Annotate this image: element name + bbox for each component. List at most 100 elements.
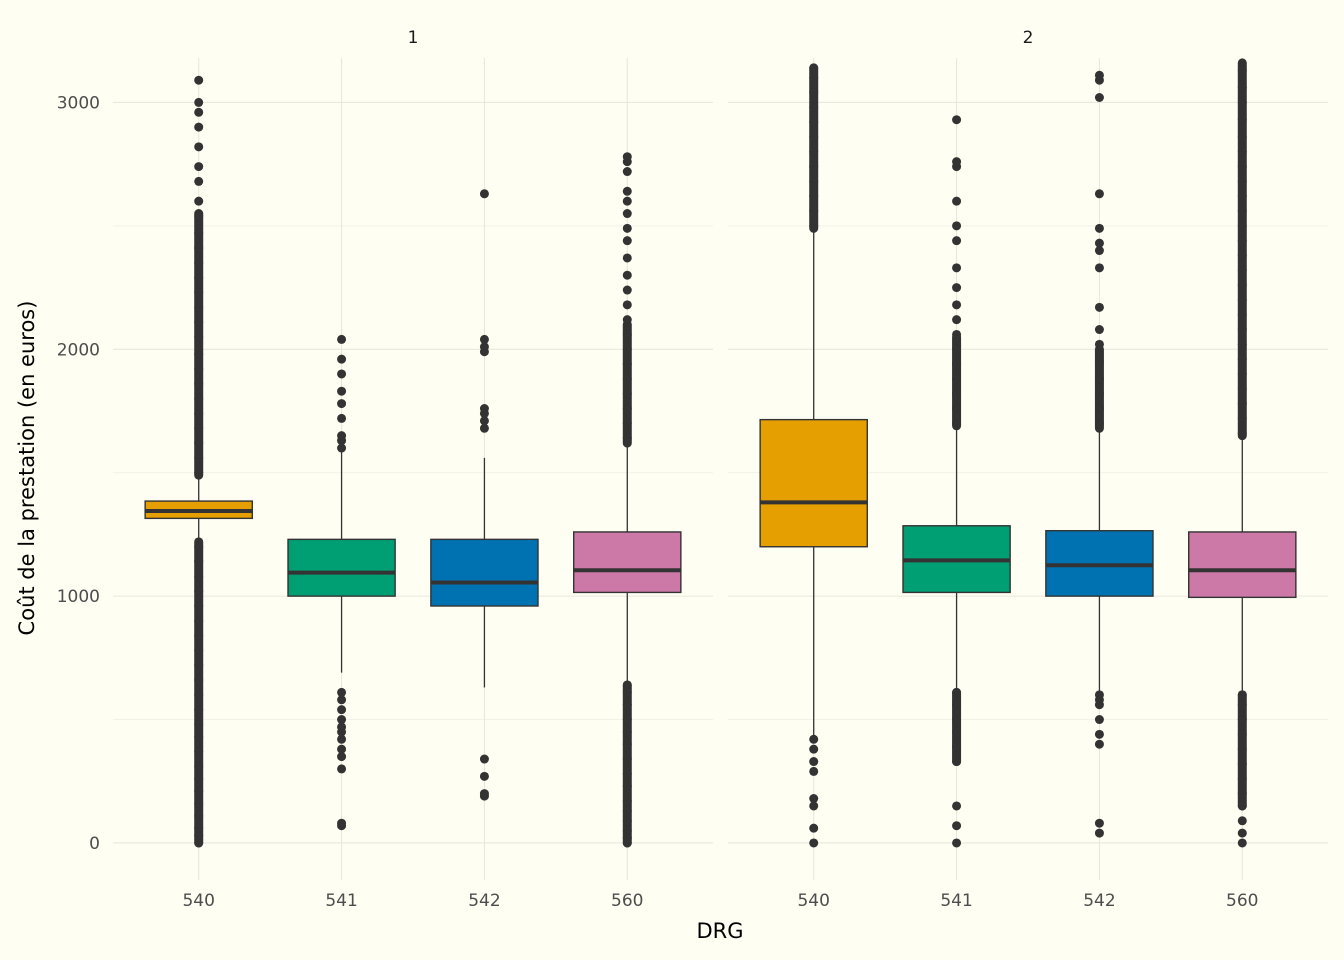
outlier-point [194, 211, 204, 221]
outlier-point [1094, 715, 1104, 725]
outlier-point [1237, 715, 1247, 725]
outlier-point [622, 374, 632, 384]
outlier-point [809, 176, 819, 186]
box-group [1045, 70, 1154, 838]
outlier-point [622, 300, 632, 310]
outlier-point [622, 285, 632, 295]
outlier-point [1237, 115, 1247, 125]
outlier-point [337, 687, 347, 697]
outlier-point [1237, 729, 1247, 739]
outlier-point [1237, 774, 1247, 784]
outlier-point [622, 196, 632, 206]
box-group [287, 334, 396, 831]
outlier-point [479, 189, 489, 199]
outlier-point [194, 719, 204, 729]
outlier-point [337, 334, 347, 344]
outlier-point [194, 302, 204, 312]
outlier-point [194, 747, 204, 757]
outlier-point [194, 645, 204, 655]
outlier-point [1237, 310, 1247, 320]
outlier-point [1237, 369, 1247, 379]
outlier-point [1237, 801, 1247, 811]
outlier-point [479, 771, 489, 781]
outlier-point [194, 557, 204, 567]
outlier-point [952, 315, 962, 325]
outlier-point [952, 196, 962, 206]
outlier-point [622, 253, 632, 263]
outlier-point [809, 838, 819, 848]
outlier-point [952, 727, 962, 737]
outlier-point [1094, 374, 1104, 384]
outlier-point [622, 186, 632, 196]
outlier-point [952, 236, 962, 246]
outlier-point [337, 734, 347, 744]
outlier-point [622, 687, 632, 697]
outlier-point [479, 423, 489, 433]
outlier-point [194, 75, 204, 85]
box-group [430, 189, 539, 801]
outlier-point [622, 806, 632, 816]
outlier-point [952, 700, 962, 710]
outlier-point [1094, 389, 1104, 399]
outlier-point [1237, 250, 1247, 260]
outlier-point [194, 288, 204, 298]
outlier-point [194, 831, 204, 841]
box-group [144, 75, 253, 848]
outlier-point [809, 757, 819, 767]
outlier-point [622, 389, 632, 399]
outlier-point [952, 757, 962, 767]
outlier-point [1094, 828, 1104, 838]
outlier-point [1237, 83, 1247, 93]
x-tick-label: 560 [611, 891, 643, 911]
outlier-point [622, 781, 632, 791]
outlier-point [194, 196, 204, 206]
y-axis-title: Coût de la prestation (en euros) [15, 301, 39, 636]
outlier-point [194, 142, 204, 152]
outlier-point [1094, 357, 1104, 367]
outlier-point [337, 752, 347, 762]
x-tick-label: 542 [468, 891, 500, 911]
outlier-point [809, 88, 819, 98]
outlier-point [194, 616, 204, 626]
outlier-point [337, 386, 347, 396]
outlier-point [809, 191, 819, 201]
outlier-point [1237, 280, 1247, 290]
outlier-point [194, 774, 204, 784]
outlier-point [194, 798, 204, 808]
outlier-point [337, 715, 347, 725]
outlier-point [194, 453, 204, 463]
outlier-point [952, 418, 962, 428]
outlier-point [194, 349, 204, 359]
gridlines [113, 58, 1328, 880]
outlier-point [809, 117, 819, 127]
x-tick-label: 540 [797, 891, 829, 911]
outlier-point [1094, 223, 1104, 233]
outlier-cluster [622, 320, 632, 448]
outlier-point [1094, 418, 1104, 428]
outlier-point [337, 744, 347, 754]
box-iqr [1188, 531, 1297, 599]
outlier-point [622, 700, 632, 710]
outlier-point [952, 801, 962, 811]
outlier-point [1094, 70, 1104, 80]
outlier-point [479, 334, 489, 344]
outlier-point [194, 705, 204, 715]
outlier-point [1094, 404, 1104, 414]
outlier-point [622, 816, 632, 826]
outlier-point [952, 221, 962, 231]
outlier-point [1094, 729, 1104, 739]
box-group [759, 63, 868, 848]
outlier-point [952, 404, 962, 414]
facet-label: 1 [408, 28, 419, 48]
y-tick-label: 1000 [57, 587, 100, 607]
outlier-point [622, 270, 632, 280]
outlier-point [194, 228, 204, 238]
outlier-point [194, 423, 204, 433]
outlier-point [622, 315, 632, 325]
outlier-point [952, 715, 962, 725]
outlier-point [1237, 428, 1247, 438]
outlier-point [337, 705, 347, 715]
outlier-point [622, 329, 632, 339]
outlier-point [1094, 92, 1104, 102]
